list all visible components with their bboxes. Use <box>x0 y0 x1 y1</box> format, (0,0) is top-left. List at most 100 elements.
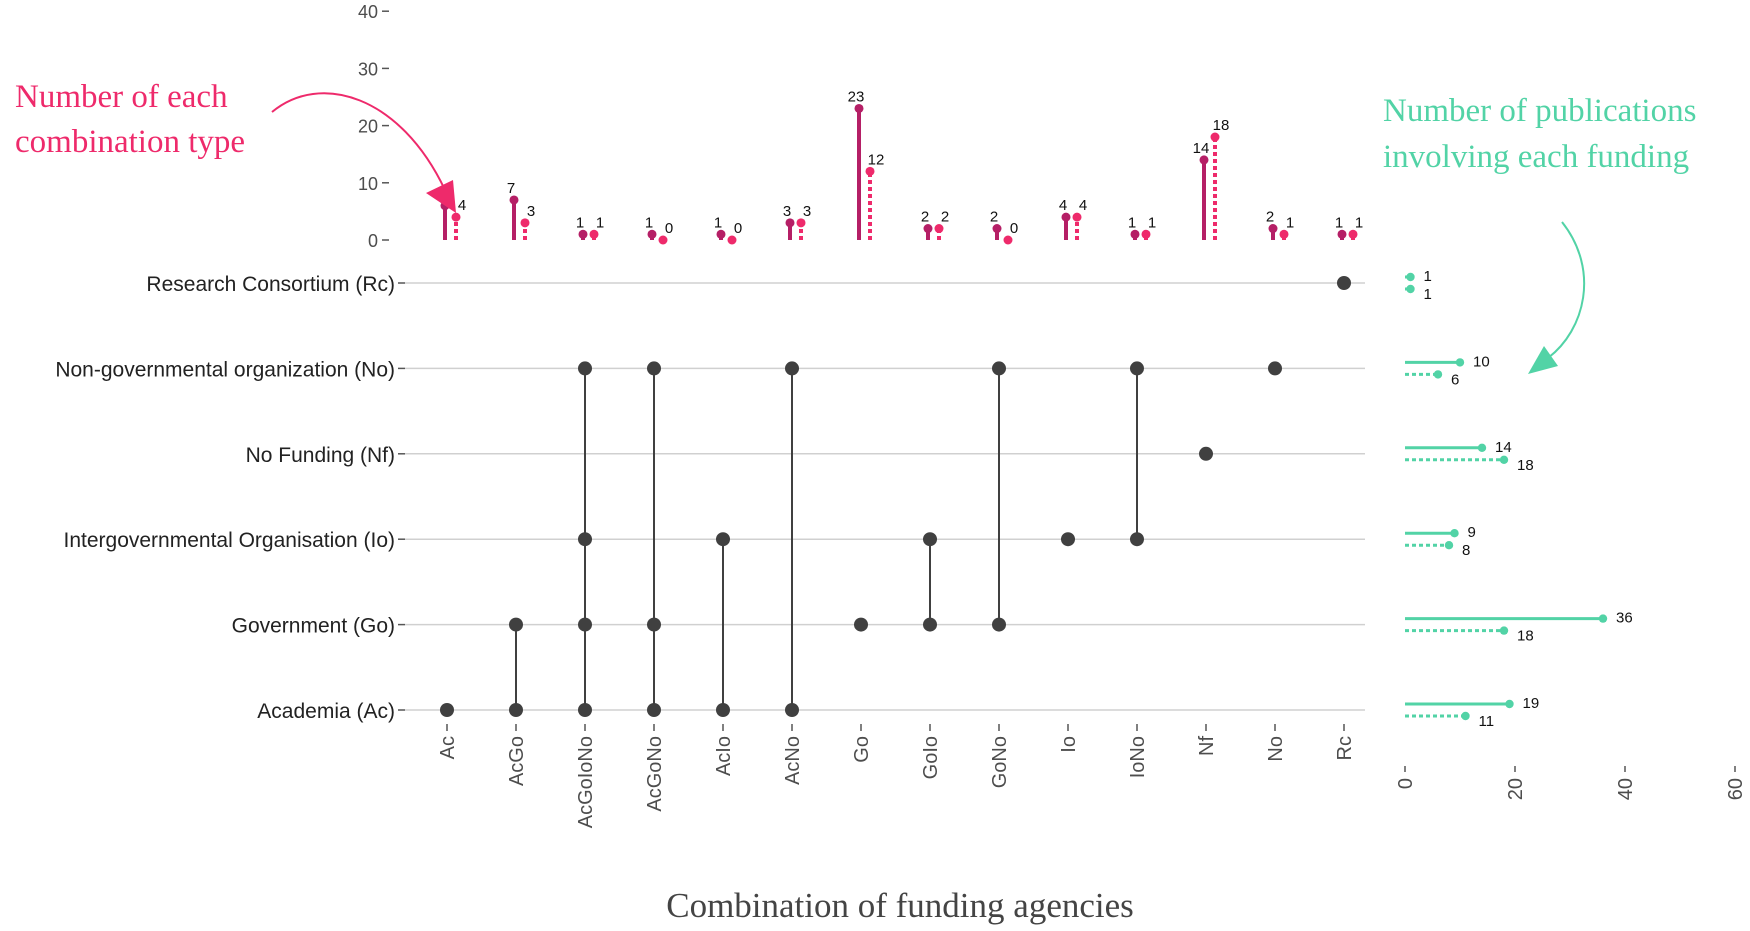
combination-dot <box>578 617 592 632</box>
x-tick-label: Rc <box>1334 736 1356 760</box>
set-label: Academia (Ac) <box>257 700 395 723</box>
x-tick-label: Ac <box>437 736 459 759</box>
left-annotation-line-2: combination type <box>15 124 245 160</box>
solid-bar-point <box>1505 699 1514 709</box>
dotted-bar-label: 1 <box>1424 286 1432 303</box>
right-annotation-line-2: involving each funding <box>1383 139 1689 175</box>
dotted-point <box>1072 212 1082 222</box>
solid-value-label: 1 <box>645 214 653 231</box>
dotted-point <box>1348 229 1358 239</box>
solid-value-label: 7 <box>507 180 515 197</box>
combination-dot <box>1061 532 1075 547</box>
y-tick-label: 30 <box>358 59 378 79</box>
set-label: Government (Go) <box>232 615 395 638</box>
solid-value-label: 1 <box>576 214 584 231</box>
set-label: No Funding (Nf) <box>246 444 395 467</box>
solid-point <box>785 218 795 228</box>
x-tick-label: AcGo <box>506 736 528 786</box>
solid-bar-label: 9 <box>1468 524 1476 541</box>
combination-dot <box>923 532 937 547</box>
y-tick-label: 10 <box>358 174 378 194</box>
y-tick-label: 0 <box>368 231 378 251</box>
left-annotation-arrow <box>271 92 446 191</box>
set-label: Non-governmental organization (No) <box>55 358 395 381</box>
dotted-value-label: 18 <box>1213 117 1230 134</box>
solid-value-label: 1 <box>714 214 722 231</box>
x-tick-label: Nf <box>1196 736 1218 756</box>
set-label: Intergovernmental Organisation (Io) <box>64 529 396 552</box>
combination-dot <box>716 703 730 717</box>
solid-bar-label: 14 <box>1495 439 1512 456</box>
solid-point <box>1061 212 1071 222</box>
dotted-bar-point <box>1499 455 1509 464</box>
solid-point <box>923 224 933 234</box>
dotted-value-label: 0 <box>734 220 742 237</box>
combination-dot <box>785 703 799 717</box>
solid-bar-label: 10 <box>1473 353 1490 370</box>
dotted-bar-label: 18 <box>1517 457 1534 474</box>
right-arrowhead-icon <box>1528 346 1558 374</box>
dotted-value-label: 3 <box>803 203 811 220</box>
combination-dot <box>1130 532 1144 547</box>
right-x-tick-label: 40 <box>1615 778 1637 800</box>
solid-bar-point <box>1598 614 1608 623</box>
x-tick-label: GoNo <box>989 736 1011 788</box>
x-tick-label: Go <box>851 736 873 763</box>
left-annotation: Number of each combination type <box>15 79 456 213</box>
combination-dot <box>1337 276 1351 290</box>
left-annotation-line-1: Number of each <box>15 79 228 115</box>
dotted-point <box>520 218 530 228</box>
dotted-bar-point <box>1433 370 1443 379</box>
dotted-value-label: 4 <box>1079 197 1087 214</box>
dotted-value-label: 4 <box>458 197 466 214</box>
y-tick-label: 40 <box>358 2 378 22</box>
dotted-bar-point <box>1461 711 1470 721</box>
combination-dot <box>785 361 799 376</box>
solid-value-label: 4 <box>1059 197 1067 214</box>
solid-point <box>1199 155 1209 165</box>
solid-value-label: 2 <box>990 209 998 226</box>
solid-bar-point <box>1406 272 1415 282</box>
solid-point <box>992 224 1002 234</box>
set-label: Research Consortium (Rc) <box>146 273 395 296</box>
combination-count-chart: 0102030406473111010332312222044111418211… <box>358 2 1363 251</box>
dotted-value-label: 12 <box>868 151 885 168</box>
combination-dot <box>578 703 592 717</box>
dotted-point <box>796 218 806 228</box>
dotted-bar-label: 6 <box>1451 371 1459 388</box>
dotted-bar-label: 11 <box>1479 713 1495 730</box>
dotted-point <box>451 212 461 222</box>
dotted-value-label: 2 <box>941 209 949 226</box>
y-tick-label: 20 <box>358 117 378 137</box>
solid-point <box>1268 224 1278 234</box>
dotted-point <box>934 224 944 234</box>
dotted-point <box>865 166 875 176</box>
dotted-point <box>1141 229 1151 239</box>
dotted-point <box>1210 132 1220 142</box>
dotted-value-label: 1 <box>1286 214 1294 231</box>
dotted-bar-point <box>1444 541 1454 550</box>
dotted-value-label: 3 <box>527 203 535 220</box>
dotted-value-label: 1 <box>1148 214 1156 231</box>
dotted-bar-label: 8 <box>1462 542 1470 559</box>
solid-value-label: 2 <box>921 209 929 226</box>
x-axis-title: Combination of funding agencies <box>666 886 1134 925</box>
combination-dot <box>854 617 868 632</box>
combination-dot <box>509 703 523 717</box>
right-x-tick-label: 20 <box>1505 778 1527 800</box>
combination-dot <box>647 703 661 717</box>
left-arrowhead-icon <box>426 180 456 213</box>
combination-dot <box>1268 361 1282 376</box>
solid-point <box>578 229 588 239</box>
dotted-point <box>658 235 668 245</box>
dotted-point <box>589 229 599 239</box>
combination-dot <box>440 703 454 717</box>
matrix-gridlines <box>405 282 1365 711</box>
solid-bar-point <box>1455 358 1465 367</box>
right-annotation-arrow <box>1547 221 1586 359</box>
solid-point <box>854 103 864 113</box>
solid-bar-label: 19 <box>1523 695 1540 712</box>
solid-point <box>1337 229 1347 239</box>
